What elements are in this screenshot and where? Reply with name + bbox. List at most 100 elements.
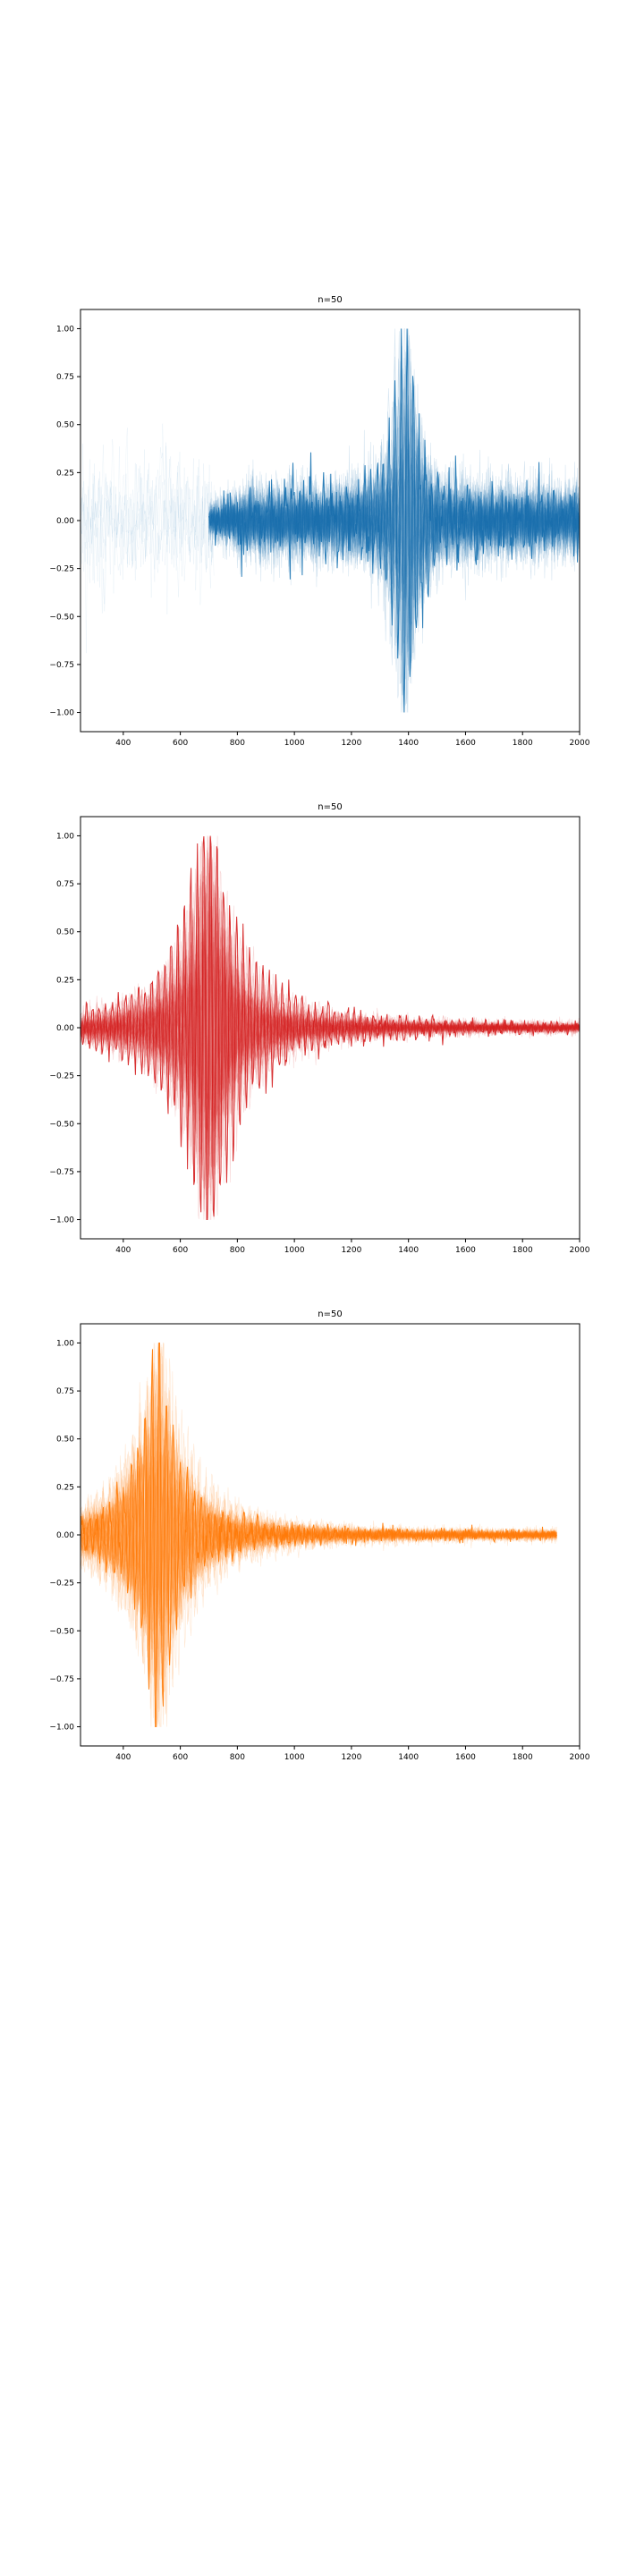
y-tick-label: −0.25 (49, 1072, 74, 1081)
series-trace (208, 368, 580, 685)
y-tick-label: 1.00 (56, 1339, 74, 1348)
series-trace (80, 1420, 557, 1662)
y-tick-label: −0.25 (49, 565, 74, 574)
chart-title: n=50 (318, 295, 342, 305)
series-trace (80, 1438, 557, 1647)
series-trace (80, 859, 580, 1196)
x-tick-label: 1000 (284, 1246, 305, 1255)
x-tick-label: 2000 (570, 739, 590, 748)
x-tick-label: 1000 (284, 1753, 305, 1762)
series-trace (80, 964, 580, 1107)
series-trace (208, 352, 580, 713)
series-trace (208, 399, 580, 665)
y-tick-label: −0.50 (49, 1120, 74, 1129)
series-trace (80, 1426, 557, 1635)
series-trace (80, 858, 580, 1189)
x-tick-label: 1000 (284, 739, 305, 748)
series-trace (80, 1406, 557, 1689)
series-trace (80, 1460, 557, 1620)
series-trace (208, 413, 580, 624)
x-tick-label: 2000 (570, 1246, 590, 1255)
chart-panel-2: n=50 400 600 800 1000 1200 1400 1600 1800 2000 −1.… (49, 802, 589, 1255)
series-trace (80, 850, 580, 1191)
series-trace (80, 1374, 557, 1672)
series-trace (80, 1368, 557, 1718)
x-tick-label: 2000 (570, 1753, 590, 1762)
series-trace (80, 1370, 557, 1692)
series-trace (208, 374, 580, 661)
series-trace (80, 841, 580, 1219)
series-trace (80, 1374, 557, 1678)
series-trace (208, 361, 580, 713)
y-tick-label: 0.25 (56, 976, 74, 985)
series-trace (208, 445, 580, 585)
y-tick-label: −1.00 (49, 1216, 74, 1225)
series-trace (80, 1344, 557, 1727)
x-tick-label: 600 (173, 739, 188, 748)
series-trace (80, 1363, 557, 1700)
y-tick-label: 0.50 (56, 928, 74, 937)
series-trace (208, 437, 580, 607)
series-trace (80, 844, 580, 1220)
series-trace (208, 345, 580, 669)
series-trace (80, 911, 580, 1129)
series-trace (208, 449, 580, 599)
chart-panel-3: n=50 400 600 800 1000 1200 1400 1600 1800 2000 −1.… (49, 1309, 589, 1762)
series-trace (80, 919, 580, 1131)
x-tick-label: 1400 (398, 1246, 419, 1255)
series-trace (80, 1427, 557, 1636)
series-trace (208, 328, 580, 713)
series-trace (208, 457, 580, 577)
series-trace (80, 872, 580, 1182)
series-trace (80, 945, 580, 1131)
y-tick-label: −0.75 (49, 661, 74, 670)
series-trace (80, 1461, 557, 1618)
series-trace (80, 936, 580, 1128)
y-tick-label: 1.00 (56, 832, 74, 841)
series-trace (80, 1469, 557, 1606)
y-tick-label: −1.00 (49, 709, 74, 718)
series-trace (80, 906, 580, 1149)
series-trace (80, 1356, 557, 1713)
series-traces (80, 835, 580, 1220)
series-trace (208, 395, 580, 649)
series-trace (80, 898, 580, 1119)
series-trace (80, 1343, 557, 1727)
series-trace (80, 1408, 557, 1671)
series-trace (80, 1397, 557, 1674)
series-trace (80, 1443, 557, 1631)
series-trace (80, 1343, 557, 1727)
series-trace (80, 924, 580, 1133)
y-tick-label: −0.25 (49, 1580, 74, 1589)
series-trace (80, 966, 580, 1099)
series-trace (80, 873, 580, 1180)
series-trace (80, 1464, 557, 1614)
x-tick-label: 400 (115, 1753, 131, 1762)
series-trace (80, 459, 215, 571)
series-trace (208, 328, 580, 713)
y-tick-label: 0.00 (56, 517, 74, 526)
series-trace (80, 884, 580, 1181)
x-tick-label: 600 (173, 1753, 188, 1762)
series-trace (208, 335, 580, 704)
series-trace (80, 835, 580, 1204)
series-trace (208, 328, 580, 692)
series-trace (208, 409, 580, 655)
series-trace (80, 1380, 557, 1707)
series-trace (80, 961, 580, 1088)
series-trace (80, 1427, 557, 1637)
x-tick-label: 800 (230, 1753, 245, 1762)
series-trace (80, 428, 215, 654)
series-trace (208, 420, 580, 619)
chart-title: n=50 (318, 802, 342, 812)
series-trace (208, 328, 580, 706)
x-tick-label: 1800 (513, 1246, 533, 1255)
series-trace (208, 453, 580, 597)
series-trace (80, 1456, 557, 1601)
series-trace (208, 453, 580, 584)
series-trace (208, 348, 580, 713)
y-tick-label: −1.00 (49, 1724, 74, 1733)
series-trace (80, 889, 580, 1159)
series-trace (80, 439, 215, 614)
series-trace (80, 1373, 557, 1694)
